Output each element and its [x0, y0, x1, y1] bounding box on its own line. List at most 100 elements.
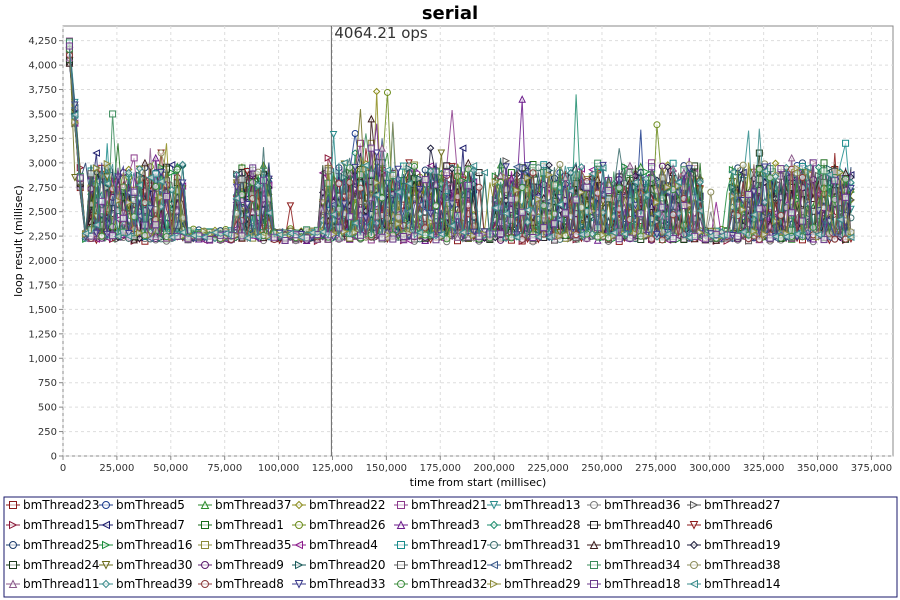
- y-tick-label: 3,000: [28, 158, 57, 169]
- data-point: [523, 162, 532, 170]
- legend-item-bmThread23: bmThread23: [6, 498, 100, 512]
- data-point: [793, 164, 802, 173]
- legend-swatch-marker: [201, 580, 209, 588]
- data-point: [652, 209, 661, 218]
- data-point: [518, 208, 526, 216]
- x-axis-label: time from start (millisec): [410, 476, 547, 489]
- data-point: [249, 164, 257, 172]
- data-point: [136, 229, 144, 237]
- data-point: [739, 161, 747, 169]
- y-axis-label: loop result (millisec): [12, 185, 25, 297]
- y-tick-label: 3,750: [28, 85, 57, 96]
- legend-label: bmThread5: [116, 498, 185, 512]
- data-point: [443, 235, 451, 243]
- legend-swatch-marker: [397, 541, 405, 549]
- legend-swatch-marker: [9, 541, 17, 549]
- data-point: [454, 172, 462, 180]
- data-point: [286, 202, 295, 210]
- legend-label: bmThread23: [23, 498, 100, 512]
- data-point: [534, 232, 542, 241]
- y-tick-label: 1,250: [28, 329, 57, 340]
- data-point: [157, 149, 165, 157]
- legend-label: bmThread29: [504, 577, 581, 591]
- data-point: [798, 173, 806, 181]
- legend-item-bmThread2: bmThread2: [487, 558, 573, 572]
- chart-title: serial: [422, 3, 478, 24]
- data-point: [642, 191, 650, 199]
- data-point: [842, 193, 850, 201]
- data-point: [507, 234, 515, 242]
- data-point: [502, 163, 510, 171]
- y-tick-label: 4,250: [28, 36, 57, 47]
- data-point: [324, 179, 332, 187]
- data-point: [152, 183, 160, 191]
- data-point: [561, 209, 569, 217]
- legend-label: bmThread20: [309, 558, 386, 572]
- data-point: [264, 209, 273, 217]
- data-point: [663, 230, 672, 238]
- legend-item-bmThread15: bmThread15: [6, 518, 100, 532]
- legend-item-bmThread1: bmThread1: [198, 518, 284, 532]
- data-point: [286, 229, 294, 238]
- legend-item-bmThread36: bmThread36: [587, 498, 681, 512]
- data-point: [814, 163, 823, 172]
- legend-label: bmThread19: [704, 538, 781, 552]
- data-point: [491, 177, 500, 186]
- data-point: [664, 183, 672, 192]
- data-point: [620, 230, 629, 238]
- legend-swatch-marker: [295, 521, 303, 529]
- y-tick-label: 750: [38, 378, 57, 389]
- data-point: [87, 170, 95, 178]
- legend-box: [3, 496, 898, 598]
- data-point: [335, 233, 343, 242]
- data-point: [512, 233, 521, 242]
- data-point: [598, 164, 607, 172]
- data-point: [394, 165, 403, 174]
- x-tick-label: 100,000: [258, 463, 299, 474]
- data-point: [307, 228, 316, 237]
- data-point: [432, 236, 440, 244]
- data-point: [232, 194, 241, 203]
- legend-swatch-marker: [689, 579, 698, 589]
- legend-label: bmThread17: [411, 538, 488, 552]
- y-tick-label: 1,750: [28, 280, 57, 291]
- data-point: [416, 174, 424, 183]
- data-point: [513, 186, 521, 195]
- legend-item-bmThread40: bmThread40: [587, 518, 681, 532]
- data-point: [847, 184, 855, 193]
- data-point: [249, 178, 257, 186]
- legend-swatch-marker: [200, 500, 210, 509]
- data-point: [152, 170, 160, 178]
- legend-item-bmThread28: bmThread28: [487, 518, 581, 532]
- data-point: [653, 198, 662, 207]
- data-point: [103, 179, 111, 188]
- data-point: [178, 160, 187, 169]
- data-point: [421, 176, 429, 184]
- legend-swatch-marker: [397, 580, 405, 588]
- legend-swatch-marker: [397, 501, 405, 509]
- data-point: [545, 233, 553, 242]
- data-point: [464, 181, 472, 189]
- data-point: [340, 200, 349, 209]
- legend-label: bmThread2: [504, 558, 573, 572]
- data-point: [491, 203, 499, 212]
- data-point: [588, 170, 596, 178]
- y-tick-label: 2,500: [28, 207, 57, 218]
- data-point: [566, 168, 575, 177]
- data-point: [502, 173, 511, 182]
- legend-item-bmThread10: bmThread10: [587, 538, 681, 552]
- legend-swatch-marker: [490, 579, 499, 589]
- data-point: [135, 165, 144, 173]
- legend-label: bmThread38: [704, 558, 781, 572]
- data-point: [426, 144, 435, 152]
- data-point: [534, 195, 543, 204]
- data-point: [243, 167, 252, 176]
- data-point: [178, 228, 187, 237]
- data-point: [577, 230, 585, 239]
- data-point: [739, 205, 748, 214]
- data-point: [65, 42, 73, 50]
- legend-swatch-marker: [201, 541, 209, 549]
- data-point: [523, 218, 532, 226]
- y-tick-label: 1,500: [28, 305, 57, 316]
- legend-swatch-marker: [489, 520, 499, 530]
